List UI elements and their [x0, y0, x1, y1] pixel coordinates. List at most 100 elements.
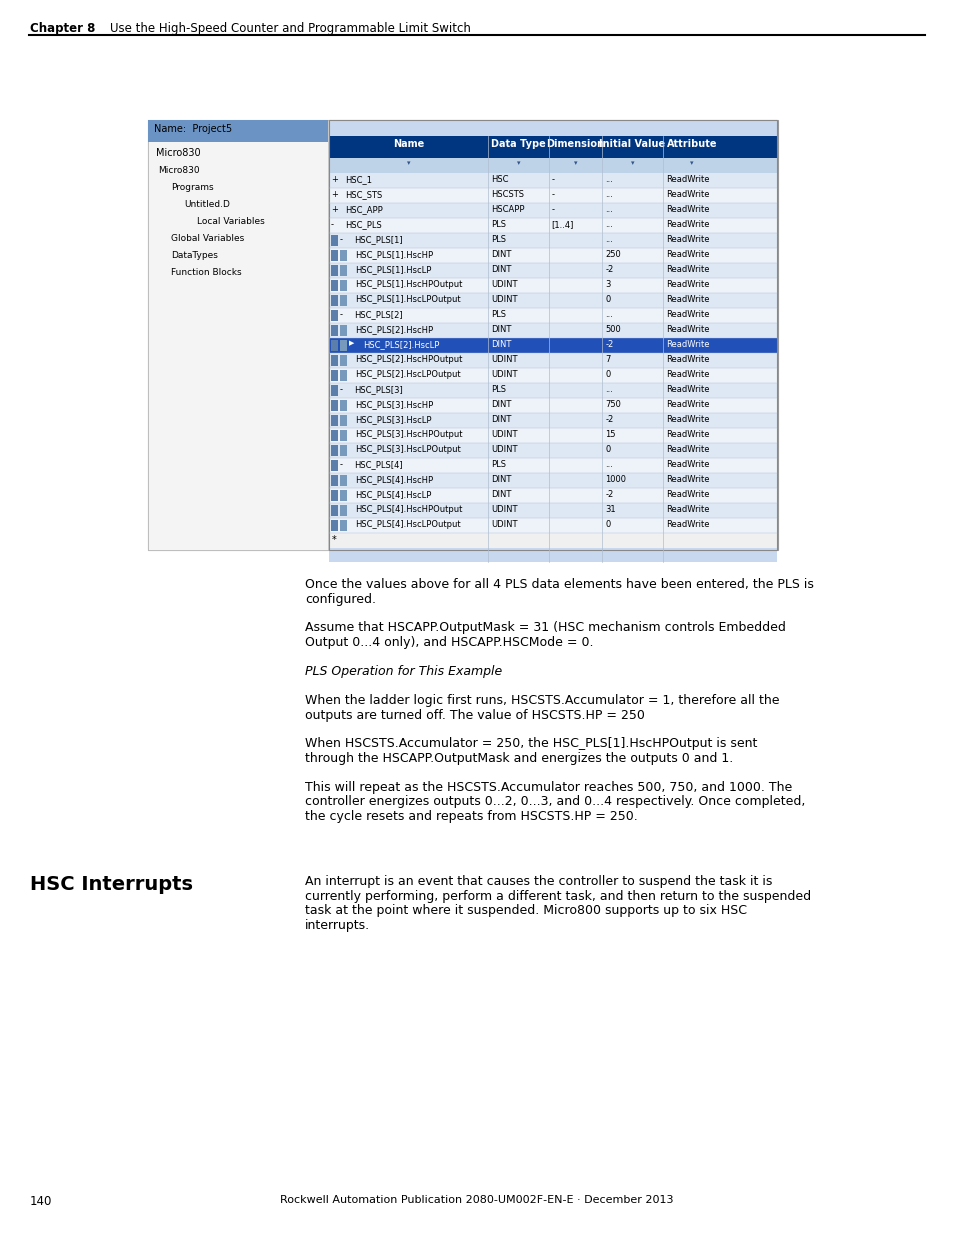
Text: UDINT: UDINT [491, 354, 517, 364]
Text: ReadWrite: ReadWrite [665, 266, 708, 274]
Text: DINT: DINT [491, 490, 511, 499]
Text: Micro830: Micro830 [158, 165, 199, 175]
Text: DINT: DINT [491, 325, 511, 333]
Text: outputs are turned off. The value of HSCSTS.HP = 250: outputs are turned off. The value of HSC… [305, 709, 644, 721]
Text: HSC_PLS[1].HscLP: HSC_PLS[1].HscLP [355, 266, 431, 274]
Text: HSCAPP: HSCAPP [491, 205, 524, 214]
Text: ReadWrite: ReadWrite [665, 190, 708, 199]
Text: -: - [339, 310, 343, 319]
Text: -2: -2 [604, 340, 613, 350]
Text: Chapter 8: Chapter 8 [30, 22, 95, 35]
Text: HSC_PLS[4]: HSC_PLS[4] [354, 459, 402, 469]
Text: PLS: PLS [491, 459, 505, 469]
Text: -2: -2 [604, 490, 613, 499]
Text: Rockwell Automation Publication 2080-UM002F-EN-E · December 2013: Rockwell Automation Publication 2080-UM0… [280, 1195, 673, 1205]
Text: 7: 7 [604, 354, 610, 364]
Bar [339, 475, 347, 487]
Bar [339, 505, 347, 516]
Text: UDINT: UDINT [491, 430, 517, 438]
Text: DINT: DINT [491, 266, 511, 274]
Text: *: * [332, 535, 336, 545]
Bar [339, 430, 347, 441]
Text: HSC_PLS[2].HscHP: HSC_PLS[2].HscHP [355, 325, 433, 333]
Text: HSC_1: HSC_1 [345, 175, 372, 184]
Text: ReadWrite: ReadWrite [665, 385, 708, 394]
Text: HSC_PLS[3].HscLPOutput: HSC_PLS[3].HscLPOutput [355, 445, 460, 454]
Text: This will repeat as the HSCSTS.Accumulator reaches 500, 750, and 1000. The: This will repeat as the HSCSTS.Accumulat… [305, 781, 791, 794]
Bar [329, 548, 776, 562]
Text: 0: 0 [604, 445, 610, 454]
Bar [329, 534, 776, 548]
Text: 15: 15 [604, 430, 615, 438]
Text: UDINT: UDINT [491, 370, 517, 379]
Text: ReadWrite: ReadWrite [665, 415, 708, 424]
Text: -: - [339, 385, 343, 394]
Bar [331, 310, 337, 321]
Text: HSC_PLS[3].HscHP: HSC_PLS[3].HscHP [355, 400, 433, 409]
Bar [148, 120, 778, 550]
Text: HSC_PLS[4].HscLP: HSC_PLS[4].HscLP [355, 490, 431, 499]
Bar [339, 370, 347, 382]
Text: HSC_PLS: HSC_PLS [345, 220, 381, 228]
Text: UDINT: UDINT [491, 280, 517, 289]
Text: PLS: PLS [491, 310, 505, 319]
Bar [329, 383, 776, 398]
Text: ReadWrite: ReadWrite [665, 445, 708, 454]
Text: ReadWrite: ReadWrite [665, 295, 708, 304]
Text: HSC_PLS[3].HscHPOutput: HSC_PLS[3].HscHPOutput [355, 430, 462, 438]
Text: HSC_PLS[2].HscLPOutput: HSC_PLS[2].HscLPOutput [355, 370, 460, 379]
Text: UDINT: UDINT [491, 520, 517, 529]
Text: task at the point where it suspended. Micro800 supports up to six HSC: task at the point where it suspended. Mi… [305, 904, 746, 918]
Bar [331, 280, 337, 291]
Text: 3: 3 [604, 280, 610, 289]
Text: HSCSTS: HSCSTS [491, 190, 523, 199]
Text: HSC_PLS[4].HscHP: HSC_PLS[4].HscHP [355, 475, 433, 484]
Text: HSC: HSC [491, 175, 508, 184]
Bar [329, 398, 776, 412]
Text: -: - [339, 235, 343, 245]
Text: Use the High-Speed Counter and Programmable Limit Switch: Use the High-Speed Counter and Programma… [110, 22, 471, 35]
Text: through the HSCAPP.OutputMask and energizes the outputs 0 and 1.: through the HSCAPP.OutputMask and energi… [305, 752, 733, 764]
Bar [331, 520, 337, 531]
Bar [331, 325, 337, 336]
Text: -: - [551, 190, 554, 199]
Text: Micro830: Micro830 [156, 148, 200, 158]
Text: Output 0...4 only), and HSCAPP.HSCMode = 0.: Output 0...4 only), and HSCAPP.HSCMode =… [305, 636, 593, 650]
Text: ReadWrite: ReadWrite [665, 249, 708, 259]
Text: ReadWrite: ReadWrite [665, 205, 708, 214]
Text: PLS: PLS [491, 235, 505, 245]
Bar [329, 278, 776, 293]
Bar [339, 266, 347, 275]
Text: ...: ... [604, 385, 613, 394]
Bar [339, 280, 347, 291]
Text: ...: ... [604, 220, 613, 228]
Text: 0: 0 [604, 295, 610, 304]
Text: interrupts.: interrupts. [305, 919, 370, 931]
Text: [1..4]: [1..4] [551, 220, 574, 228]
Text: +: + [331, 205, 337, 214]
Text: DINT: DINT [491, 475, 511, 484]
Text: ReadWrite: ReadWrite [665, 340, 708, 350]
Text: Programs: Programs [171, 183, 213, 191]
Bar [329, 458, 776, 473]
Text: DINT: DINT [491, 400, 511, 409]
Text: 750: 750 [604, 400, 620, 409]
Bar [339, 354, 347, 366]
Text: Initial Value: Initial Value [598, 140, 665, 149]
Bar [339, 400, 347, 411]
Text: +: + [331, 175, 337, 184]
Bar [331, 505, 337, 516]
Text: UDINT: UDINT [491, 445, 517, 454]
Text: PLS: PLS [491, 220, 505, 228]
Text: configured.: configured. [305, 593, 375, 605]
Bar [331, 430, 337, 441]
Text: Assume that HSCAPP.OutputMask = 31 (HSC mechanism controls Embedded: Assume that HSCAPP.OutputMask = 31 (HSC … [305, 621, 785, 635]
Text: 1000: 1000 [604, 475, 625, 484]
Text: -2: -2 [604, 266, 613, 274]
Bar [331, 266, 337, 275]
Bar [329, 120, 776, 550]
Text: ...: ... [604, 310, 613, 319]
Text: UDINT: UDINT [491, 295, 517, 304]
Text: controller energizes outputs 0...2, 0...3, and 0...4 respectively. Once complete: controller energizes outputs 0...2, 0...… [305, 795, 804, 809]
Bar [339, 325, 347, 336]
